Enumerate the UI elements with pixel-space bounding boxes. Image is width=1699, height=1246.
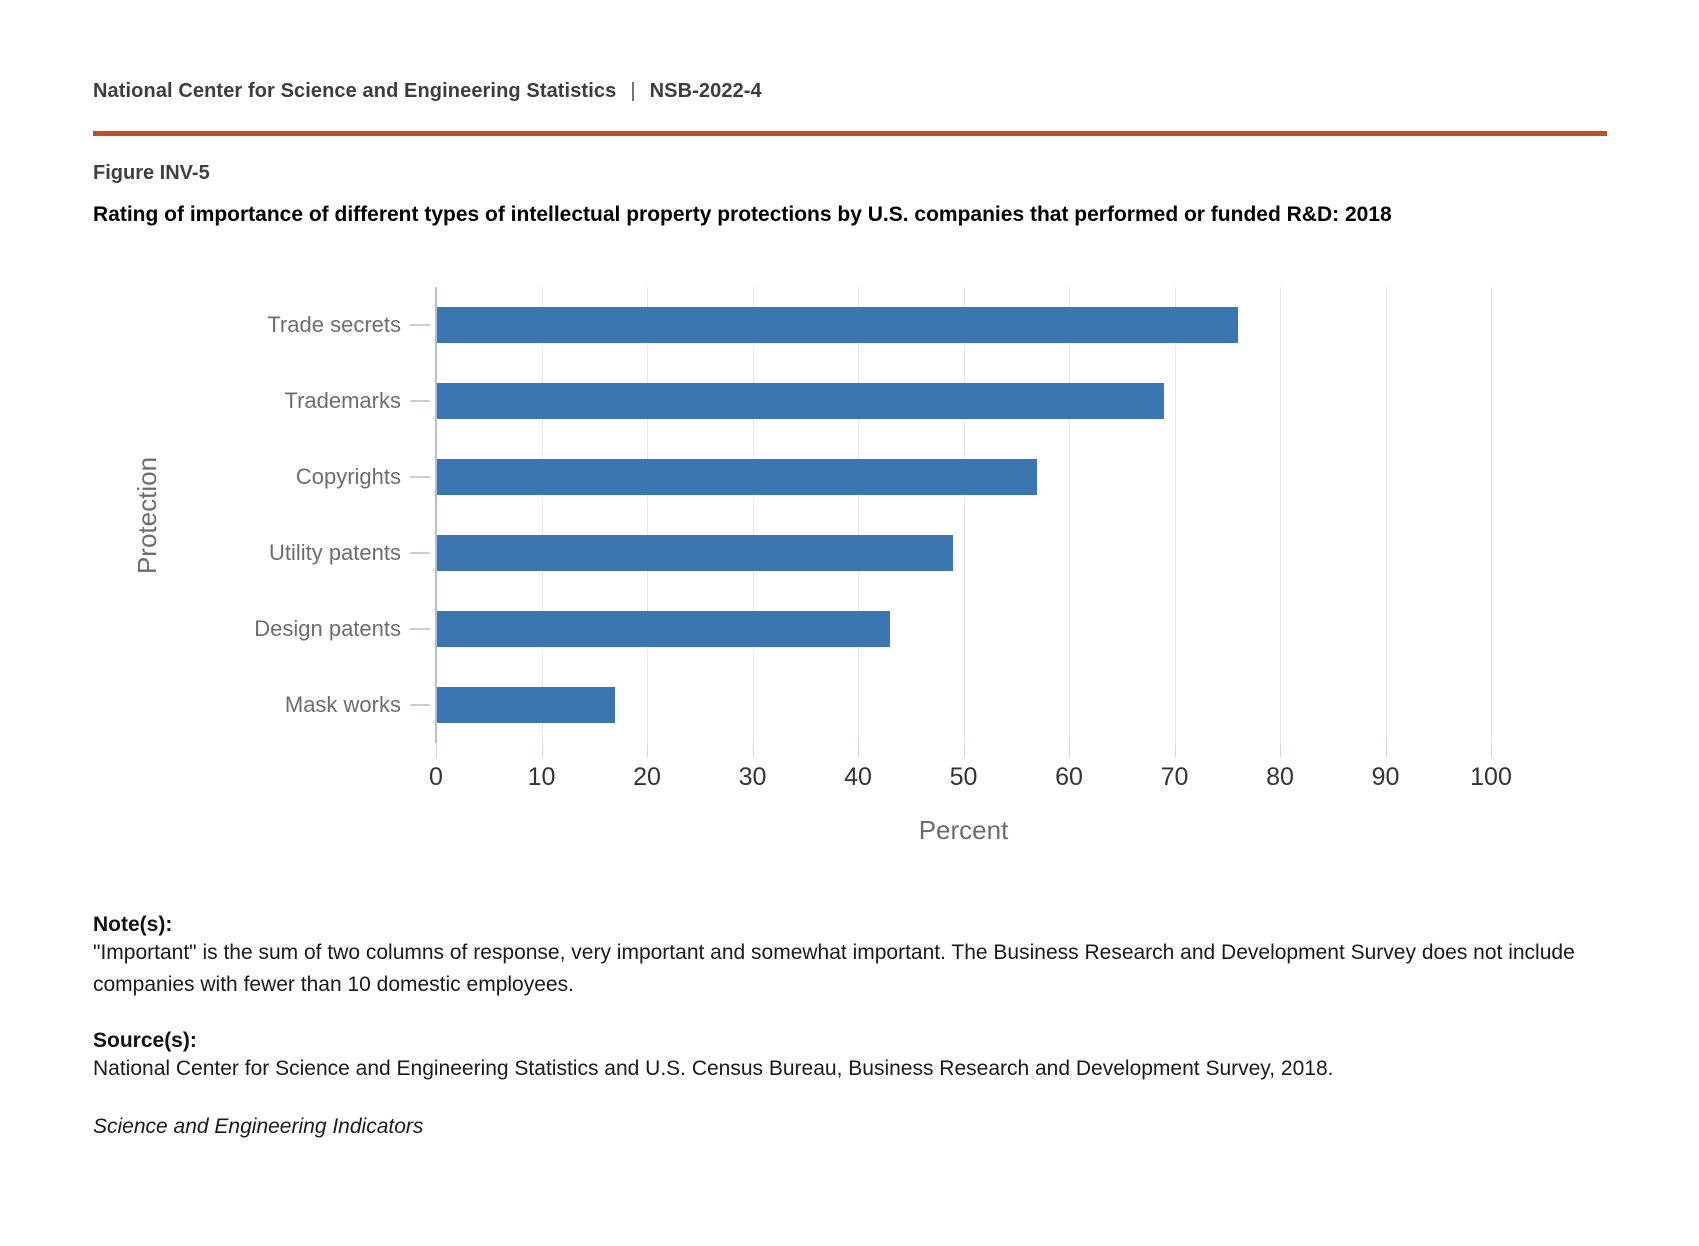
category-label-utility-patents: Utility patents — [268, 540, 401, 565]
tick-mark-80 — [1280, 743, 1281, 758]
category-label-mask-works: Mask works — [284, 692, 401, 717]
gridline-70 — [1174, 287, 1176, 743]
bar-row-utility-patents — [436, 515, 1544, 591]
category-label-copyrights: Copyrights — [295, 464, 401, 489]
bar-chart: Protection Trade secrets Trademarks Copyri… — [93, 287, 1607, 849]
gridline-80 — [1280, 287, 1281, 743]
gridline-100 — [1491, 287, 1492, 743]
category-row-mask-works: Mask works — [203, 667, 436, 743]
category-tick-mask-works — [410, 704, 430, 706]
tick-mark-60 — [1069, 743, 1070, 758]
masthead: National Center for Science and Engineer… — [93, 80, 1607, 103]
gridline-90 — [1385, 287, 1387, 743]
category-tick-trademarks — [410, 400, 430, 402]
notes-heading: Note(s): — [93, 913, 173, 936]
y-axis-title: Protection — [132, 456, 163, 574]
publication-name: Science and Engineering Indicators — [93, 1115, 424, 1138]
figure-title: Rating of importance of different types … — [93, 203, 1392, 226]
notes-text: "Important" is the sum of two columns of… — [93, 941, 1575, 996]
category-tick-utility-patents — [410, 552, 430, 554]
gridline-40 — [858, 287, 859, 743]
x-tick-label-50: 50 — [949, 763, 978, 791]
bar-row-trademarks — [436, 363, 1544, 439]
x-tick-label-80: 80 — [1266, 763, 1294, 791]
category-tick-copyrights — [410, 476, 430, 478]
bar-row-trade-secrets — [436, 287, 1544, 363]
x-tick-label-70: 70 — [1160, 763, 1189, 791]
report-code: NSB-2022-4 — [649, 80, 762, 102]
bar-trademarks — [436, 383, 1164, 419]
y-axis-title-gutter: Protection — [93, 287, 203, 743]
category-row-trade-secrets: Trade secrets — [203, 287, 436, 363]
notes-section: Note(s): "Important" is the sum of two c… — [93, 913, 1595, 1001]
category-tick-trade-secrets — [410, 324, 430, 326]
x-axis-title: Percent — [918, 815, 1009, 845]
gridline-20 — [647, 287, 648, 743]
bar-rows — [436, 287, 1544, 743]
tick-mark-30 — [752, 743, 754, 758]
tick-mark-100 — [1491, 743, 1492, 758]
bar-copyrights — [436, 459, 1038, 495]
accent-divider — [93, 131, 1607, 136]
category-tick-design-patents — [410, 628, 430, 630]
bar-mask-works — [436, 687, 616, 723]
x-tick-label-100: 100 — [1470, 763, 1512, 791]
bar-row-copyrights — [436, 439, 1544, 515]
plot-area — [435, 287, 1544, 743]
tick-mark-40 — [858, 743, 859, 758]
sources-heading: Source(s): — [93, 1029, 197, 1052]
bar-row-design-patents — [436, 591, 1544, 667]
x-axis-title-row: Percent — [436, 815, 1544, 849]
gridline-10 — [541, 287, 543, 743]
gridline-30 — [752, 287, 754, 743]
y-axis-line — [435, 287, 437, 743]
masthead-separator: | — [630, 80, 636, 102]
bar-trade-secrets — [436, 307, 1238, 343]
x-tick-label-0: 0 — [429, 763, 443, 791]
bar-design-patents — [436, 611, 890, 647]
category-label-trademarks: Trademarks — [284, 388, 401, 413]
bar-utility-patents — [436, 535, 953, 571]
category-row-trademarks: Trademarks — [203, 363, 436, 439]
x-axis-tick-labels: 0 10 20 30 40 50 60 70 80 90 100 — [429, 763, 1544, 797]
category-label-design-patents: Design patents — [254, 616, 401, 641]
sources-section: Source(s): National Center for Science a… — [93, 1029, 1595, 1085]
tick-mark-70 — [1174, 743, 1176, 758]
category-axis: Trade secrets Trademarks Copyrights Utility… — [203, 287, 436, 743]
category-label-trade-secrets: Trade secrets — [267, 312, 401, 337]
tick-mark-90 — [1385, 743, 1387, 758]
x-tick-label-90: 90 — [1371, 763, 1400, 791]
category-row-copyrights: Copyrights — [203, 439, 436, 515]
plot-wrap: 0 10 20 30 40 50 60 70 80 90 100 Percent — [429, 287, 1544, 849]
category-row-design-patents: Design patents — [203, 591, 436, 667]
x-tick-label-30: 30 — [738, 763, 767, 791]
figure-label: Figure INV-5 — [93, 162, 210, 184]
tick-mark-50 — [963, 743, 965, 758]
x-tick-label-20: 20 — [633, 763, 661, 791]
bar-row-mask-works — [436, 667, 1544, 743]
sources-text: National Center for Science and Engineer… — [93, 1057, 1334, 1080]
x-axis-tick-stubs — [436, 743, 1544, 759]
x-tick-label-10: 10 — [527, 763, 556, 791]
x-tick-label-60: 60 — [1055, 763, 1083, 791]
gridline-60 — [1069, 287, 1070, 743]
report-page: National Center for Science and Engineer… — [93, 80, 1607, 1138]
tick-mark-0 — [436, 743, 437, 758]
category-row-utility-patents: Utility patents — [203, 515, 436, 591]
org-name: National Center for Science and Engineer… — [93, 80, 617, 102]
tick-mark-20 — [647, 743, 648, 758]
tick-mark-10 — [541, 743, 543, 758]
x-tick-label-40: 40 — [844, 763, 872, 791]
gridline-50 — [963, 287, 965, 743]
